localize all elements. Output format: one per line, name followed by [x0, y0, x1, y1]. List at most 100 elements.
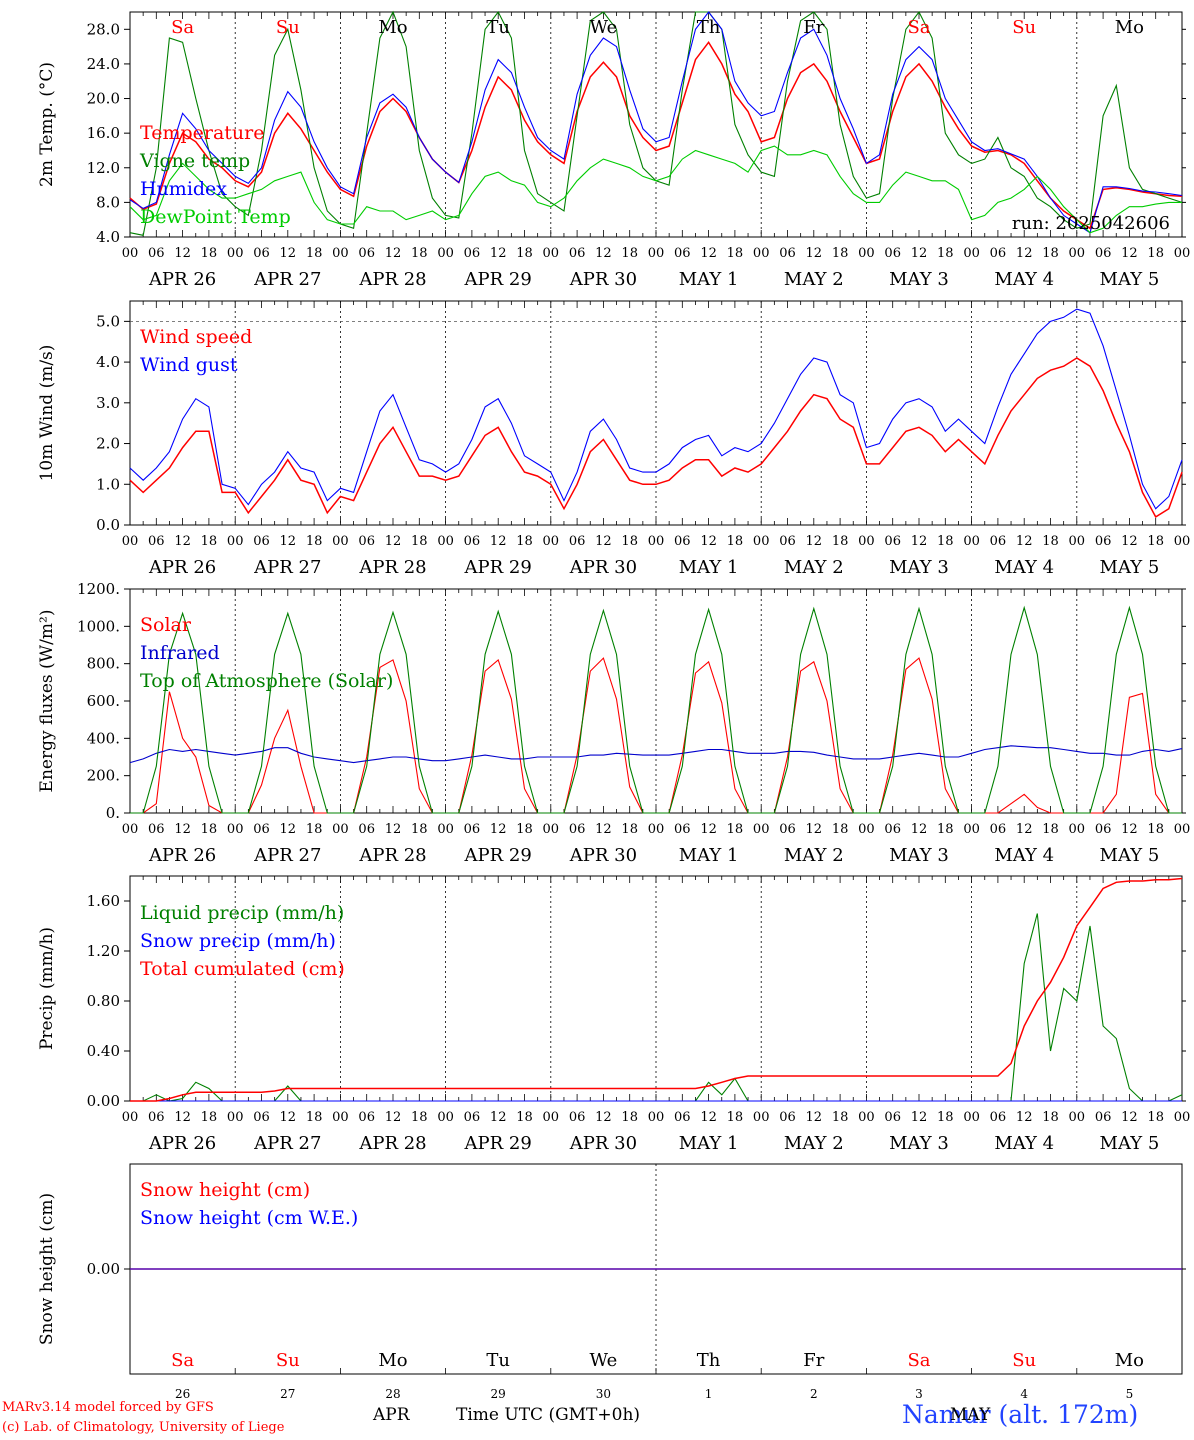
hour-label: 18 [1042, 534, 1059, 549]
hour-label: 00 [963, 822, 980, 837]
date-label: APR 28 [358, 269, 426, 290]
hour-label: 06 [884, 534, 901, 549]
y-tick-label: 16.0 [87, 124, 120, 142]
hour-label: 06 [1095, 1110, 1112, 1125]
hour-label: 18 [1147, 246, 1164, 261]
hour-label: 18 [1042, 822, 1059, 837]
hour-label: 00 [437, 822, 454, 837]
hour-label: 00 [753, 1110, 770, 1125]
hour-label: 00 [753, 534, 770, 549]
y-axis-label: 10m Wind (m/s) [37, 345, 57, 482]
hour-label: 00 [332, 246, 349, 261]
y-tick-label: 28.0 [87, 20, 120, 38]
hour-label: 00 [963, 1110, 980, 1125]
bottom-day-number: 29 [491, 1387, 506, 1401]
y-tick-label: 0.40 [87, 1042, 120, 1060]
legend-label: Snow height (cm) [140, 1179, 310, 1201]
series-line [129, 745, 1183, 764]
bottom-day-number: 3 [915, 1387, 923, 1401]
hour-label: 00 [437, 534, 454, 549]
hour-label: 00 [753, 246, 770, 261]
date-label: MAY 5 [1100, 557, 1160, 578]
hour-label: 12 [385, 534, 402, 549]
hour-label: 06 [674, 534, 691, 549]
hour-label: 18 [411, 822, 428, 837]
hour-label: 00 [753, 822, 770, 837]
date-label: APR 30 [569, 269, 637, 290]
hour-label: 06 [674, 822, 691, 837]
hour-label: 18 [411, 534, 428, 549]
date-label: MAY 4 [994, 845, 1054, 866]
y-tick-label: 0. [106, 804, 120, 822]
bottom-day-number: 4 [1020, 1387, 1028, 1401]
date-label: APR 28 [358, 845, 426, 866]
day-label-bottom: Tu [486, 1350, 510, 1371]
hour-label: 00 [122, 1110, 139, 1125]
hour-label: 06 [884, 822, 901, 837]
y-tick-label: 2.0 [96, 435, 120, 453]
hour-label: 06 [253, 822, 270, 837]
hour-label: 12 [280, 822, 297, 837]
hour-label: 18 [727, 1110, 744, 1125]
hour-label: 06 [779, 822, 796, 837]
hour-label: 18 [306, 1110, 323, 1125]
hour-label: 18 [937, 1110, 954, 1125]
hour-label: 06 [779, 246, 796, 261]
day-label-top: We [590, 17, 618, 38]
hour-label: 18 [621, 246, 638, 261]
y-tick-label: 0.00 [87, 1092, 120, 1110]
date-label: APR 30 [569, 557, 637, 578]
series-line [129, 308, 1183, 510]
date-label: MAY 1 [679, 557, 739, 578]
hour-label: 18 [516, 534, 533, 549]
hour-label: 12 [385, 1110, 402, 1125]
hour-label: 06 [990, 246, 1007, 261]
day-label-top: Sa [907, 17, 930, 38]
day-label-bottom: Su [276, 1350, 300, 1371]
hour-label: 18 [411, 1110, 428, 1125]
hour-label: 06 [674, 1110, 691, 1125]
hour-label: 06 [779, 534, 796, 549]
hour-label: 00 [122, 822, 139, 837]
hour-label: 12 [174, 246, 191, 261]
y-tick-label: 20.0 [87, 90, 120, 108]
hour-label: 12 [911, 822, 928, 837]
legend-label: Infrared [140, 642, 220, 664]
day-label-bottom: Sa [171, 1350, 194, 1371]
hour-label: 00 [122, 246, 139, 261]
y-tick-label: 800. [87, 655, 120, 673]
y-tick-label: 24.0 [87, 55, 120, 73]
day-label-bottom: Fr [803, 1350, 824, 1371]
date-label: APR 26 [148, 269, 216, 290]
hour-label: 12 [595, 822, 612, 837]
hour-label: 12 [1121, 822, 1138, 837]
hour-label: 06 [990, 822, 1007, 837]
hour-label: 12 [280, 534, 297, 549]
legend-label: Snow height (cm W.E.) [140, 1207, 358, 1229]
date-label: MAY 3 [889, 557, 949, 578]
hour-label: 06 [779, 1110, 796, 1125]
hour-label: 00 [437, 246, 454, 261]
hour-label: 06 [358, 822, 375, 837]
y-tick-label: 1.0 [96, 475, 120, 493]
hour-label: 06 [253, 534, 270, 549]
hour-label: 12 [1016, 246, 1033, 261]
date-label: APR 27 [253, 845, 321, 866]
hour-label: 18 [201, 534, 218, 549]
date-label: MAY 5 [1100, 269, 1160, 290]
hour-label: 18 [832, 822, 849, 837]
y-tick-label: 3.0 [96, 394, 120, 412]
hour-label: 18 [937, 534, 954, 549]
hour-label: 00 [858, 822, 875, 837]
date-label: MAY 5 [1100, 1133, 1160, 1154]
series-line [130, 877, 1183, 1102]
hour-label: 12 [280, 1110, 297, 1125]
hour-label: 18 [832, 1110, 849, 1125]
hour-label: 12 [595, 534, 612, 549]
panel-1: 4.0 8.0 12.0 16.0 20.0 24.0 28.0 2m Temp. (°C) T… [37, 10, 1190, 290]
date-label: MAY 3 [889, 845, 949, 866]
hour-label: 12 [1121, 534, 1138, 549]
hour-label: 00 [543, 822, 560, 837]
hour-label: 00 [963, 246, 980, 261]
legend-label: Wind speed [140, 326, 252, 348]
